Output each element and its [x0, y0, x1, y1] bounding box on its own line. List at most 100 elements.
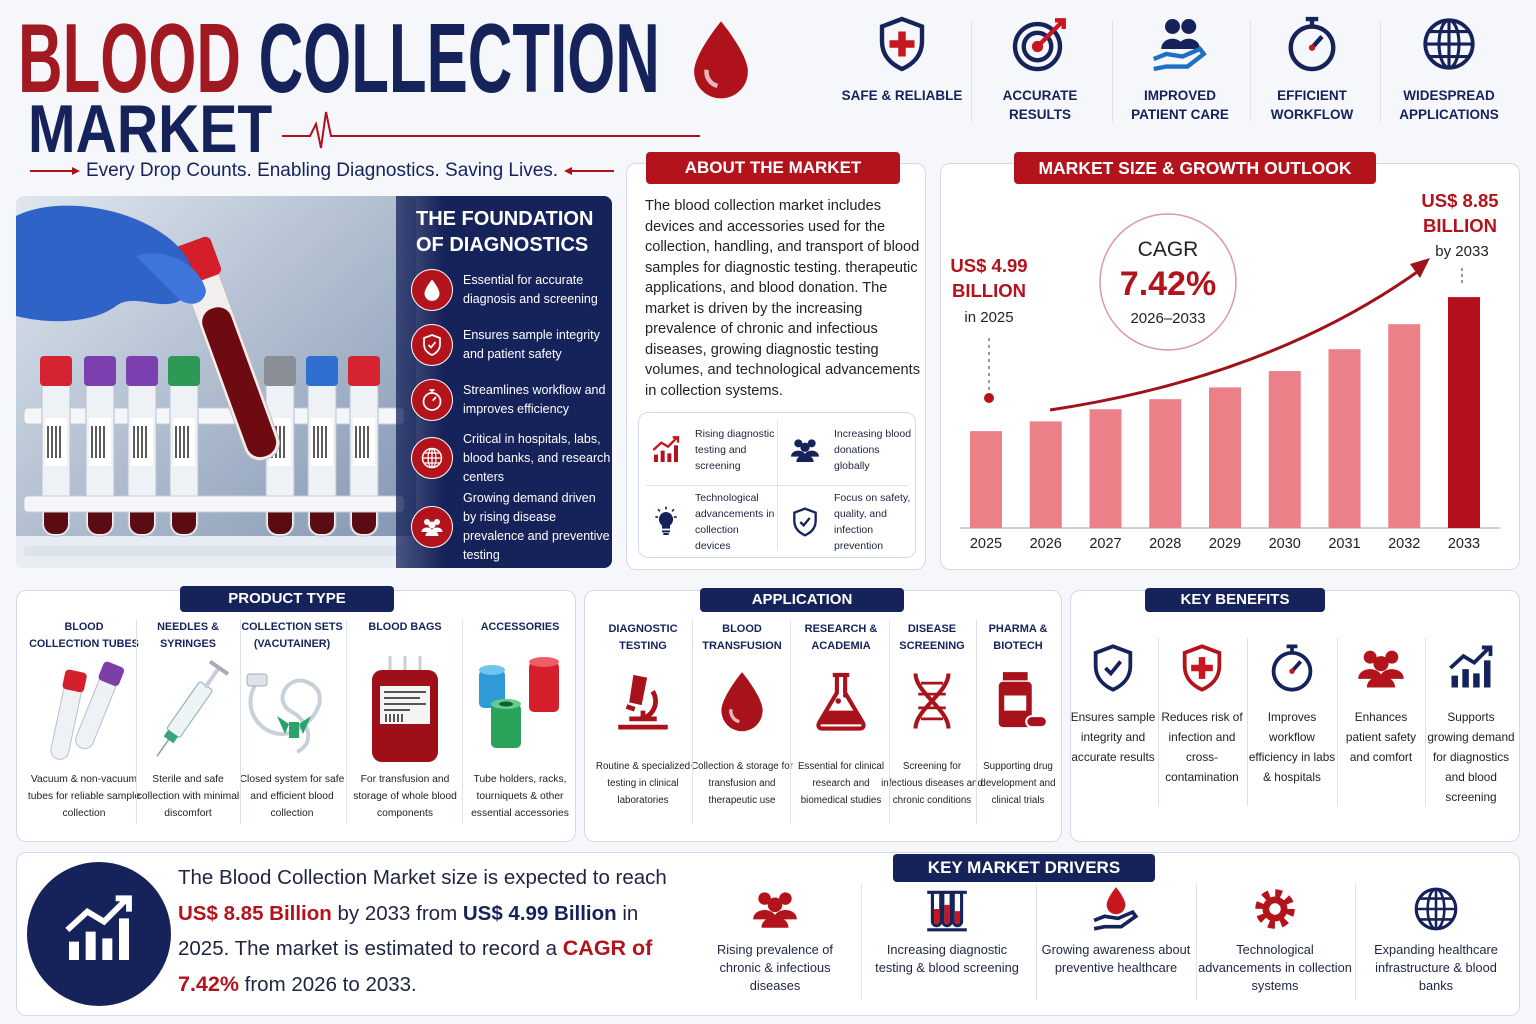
graphic — [1181, 19, 1197, 34]
driver-text: Increasing diagnostic testing & blood sc… — [875, 942, 1019, 975]
graphic — [91, 426, 105, 458]
graphic — [246, 673, 268, 687]
bar — [1089, 409, 1122, 528]
graphic — [1106, 887, 1126, 915]
graphic — [388, 656, 422, 672]
callout-dot — [984, 393, 994, 403]
summary-panel — [16, 852, 1520, 1016]
graphic — [753, 910, 797, 928]
graphic — [434, 519, 440, 525]
separator — [1380, 20, 1381, 122]
driver-wrap: Focus on safety, quality, and infection … — [834, 490, 916, 554]
icon — [422, 389, 442, 411]
separator — [462, 620, 463, 824]
x-tick-label: 2032 — [1388, 536, 1420, 552]
graphic — [427, 292, 432, 299]
separator — [136, 620, 137, 824]
graphic — [289, 722, 299, 738]
about-text: The blood collection market includes dev… — [645, 198, 921, 399]
separator — [861, 884, 862, 1000]
graphic — [202, 307, 277, 458]
graphic — [618, 690, 668, 730]
icon — [1093, 887, 1139, 931]
benefit-text: Reduces risk of infection and cross-cont… — [1161, 710, 1243, 784]
graphic — [1025, 715, 1048, 729]
graphic — [203, 666, 221, 689]
icon — [1093, 644, 1133, 692]
product-name: BLOOD COLLECTION TUBES — [29, 621, 139, 650]
about-driver: Technological advancements in collection… — [695, 492, 775, 552]
tagline-rules — [30, 167, 614, 175]
product-name: COLLECTION SETS (VACUTAINER) — [241, 621, 343, 650]
graphic — [779, 892, 792, 905]
graphic — [1002, 672, 1028, 681]
application-name: DISEASE SCREENING — [899, 623, 965, 652]
foundation-item-wrap: Growing demand driven by rising disease … — [463, 491, 611, 562]
application-name: RESEARCH & ACADEMIA — [804, 623, 878, 652]
application-description: Essential for clinical research and biom… — [797, 761, 885, 806]
summary-segment: by 2033 from — [331, 901, 463, 925]
graphic — [729, 708, 740, 724]
graphic — [1269, 903, 1281, 915]
product-image — [479, 657, 559, 748]
graphic — [1373, 656, 1389, 672]
icon — [913, 673, 951, 729]
foundation-item-wrap: Ensures sample integrity and patient saf… — [463, 313, 611, 377]
icon — [1255, 889, 1295, 929]
graphic — [1012, 21, 1063, 72]
graphic — [658, 512, 674, 529]
summary-segment: in 2025. The market is estimated to reco… — [178, 901, 639, 961]
foundation-item-wrap: Critical in hospitals, labs, blood banks… — [463, 426, 611, 490]
graphic — [704, 69, 719, 89]
separator — [1247, 638, 1248, 806]
graphic — [62, 669, 87, 693]
icon — [879, 16, 925, 72]
separator — [1250, 20, 1251, 122]
application-description: Collection & storage for transfusion and… — [691, 761, 793, 806]
icon — [816, 672, 866, 731]
x-tick-label: 2033 — [1448, 536, 1480, 552]
graphic — [1289, 668, 1295, 674]
graphic — [385, 714, 403, 722]
chart: 2025 2026 2027 2028 2029 2030 2031 2032 2033 — [960, 213, 1500, 552]
graphic — [655, 506, 677, 519]
graphic — [654, 445, 678, 462]
graphic — [1308, 44, 1316, 51]
graphic — [842, 693, 848, 698]
icon — [1012, 18, 1066, 72]
product-description: Closed system for safe and efficient blo… — [239, 774, 345, 819]
graphic — [156, 739, 170, 757]
graphic — [791, 450, 819, 462]
growth-arrowhead — [1410, 258, 1430, 278]
icon — [1358, 650, 1404, 688]
bar — [1149, 399, 1182, 528]
graphic — [1191, 657, 1213, 679]
graphic — [282, 111, 700, 149]
graphic — [355, 426, 369, 458]
foundation-item: Essential for accurate diagnosis and scr… — [463, 273, 598, 306]
bar — [1388, 324, 1421, 528]
graphic — [208, 659, 230, 676]
value-label: US$ 8.85 BILLION — [1421, 190, 1499, 236]
graphic — [23, 407, 405, 425]
summary-highlight: US$ 4.99 Billion — [462, 901, 617, 925]
application-description: Routine & specialized testing in clinica… — [595, 761, 691, 806]
graphic — [479, 665, 505, 675]
tagline: Every Drop Counts. Enabling Diagnostics.… — [86, 160, 559, 181]
graphic — [1004, 695, 1027, 711]
graphic — [264, 356, 296, 386]
main-title: BLOOD COLLECTION — [18, 9, 660, 107]
summary-segment: The Blood Collection Market size is expe… — [178, 866, 667, 889]
foundation-item: Streamlines workflow and improves effici… — [463, 383, 606, 416]
driver-wrap: Rising diagnostic testing and screening — [695, 418, 777, 482]
product-name: BLOOD BAGS — [368, 621, 442, 633]
bar — [1328, 349, 1361, 528]
product-description: Vacuum & non-vacuum tubes for reliable s… — [27, 774, 141, 819]
separator — [790, 620, 791, 824]
summary-highlight: CAGR of 7.42% — [178, 936, 653, 996]
main-title-line-2: MARKET — [28, 91, 273, 167]
summary-text: The Blood Collection Market size is expe… — [178, 860, 678, 1002]
driver-wrap: Technological advancements in collection… — [695, 490, 777, 554]
annotation: by 2033 — [1435, 243, 1489, 260]
